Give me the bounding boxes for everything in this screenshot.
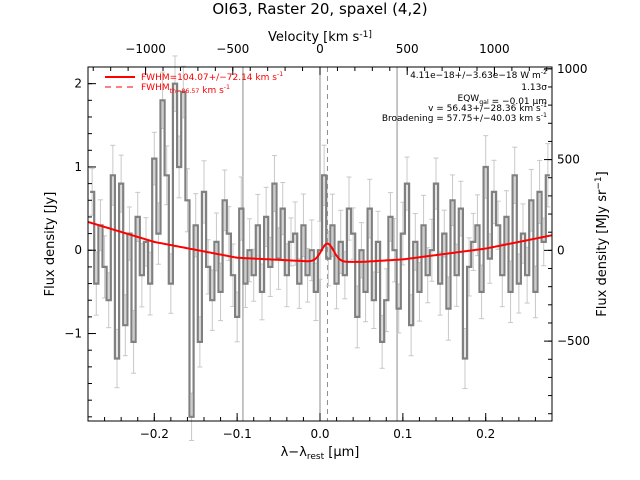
annotation-line: Broadening = 57.75+/−40.03 km s-1: [382, 112, 547, 124]
top-tick-label: −1000: [125, 42, 166, 56]
y-tick-label: 0: [74, 243, 82, 257]
x-tick-label: −0.2: [140, 427, 169, 441]
axes: −0.2 −0.1 0.0 0.1 0.2 −1000 −500 0 500 1000 −1 0 1 2 −…: [64, 42, 590, 441]
y-tick-label: 1: [74, 160, 82, 174]
y-axis-label-left: Flux density [Jy]: [43, 192, 58, 297]
top-axis-label-text: Velocity [km s-1]: [268, 30, 372, 45]
top-axis-label: Velocity [km s-1]: [268, 30, 372, 45]
right-tick-label: 0: [557, 243, 565, 257]
plot-area: [87, 55, 553, 441]
legend-label-fwhm: FWHM=104.07+/−72.14 km s-1: [141, 71, 283, 83]
y-tick-label: 2: [74, 77, 82, 91]
x-tick-label: 0.1: [393, 427, 412, 441]
y-tick-label: −1: [64, 327, 82, 341]
annotation-line: v = 56.43+/−28.36 km s-1: [428, 102, 547, 114]
top-tick-label: 500: [396, 42, 419, 56]
top-tick-label: −500: [216, 42, 249, 56]
top-tick-label: 1000: [479, 42, 510, 56]
annotation-line: EQWgal = −0.01 μm: [458, 94, 547, 107]
top-tick-label: 0: [316, 42, 324, 56]
x-tick-label: −0.1: [223, 427, 252, 441]
chart-title: OI63, Raster 20, spaxel (4,2): [212, 0, 427, 18]
right-tick-label: −500: [557, 334, 590, 348]
right-tick-label: 1000: [557, 62, 588, 76]
y-axis-label-right: Flux density [MJy sr−1]: [594, 171, 610, 316]
spectrum-line: [90, 82, 550, 418]
annotation-line: 1.13σ: [521, 83, 547, 93]
annotation-line: 4.11e−18+/−3.63e−18 W m-2: [410, 69, 547, 81]
right-tick-label: 500: [557, 153, 580, 167]
x-axis-label: λ−λrest [μm]: [281, 445, 360, 462]
x-tick-label: 0.0: [310, 427, 329, 441]
fit-line: [87, 220, 553, 263]
legend-label-fwhm-th: FWHMth=86.57 km s-1: [141, 83, 230, 96]
x-tick-label: 0.2: [476, 427, 495, 441]
